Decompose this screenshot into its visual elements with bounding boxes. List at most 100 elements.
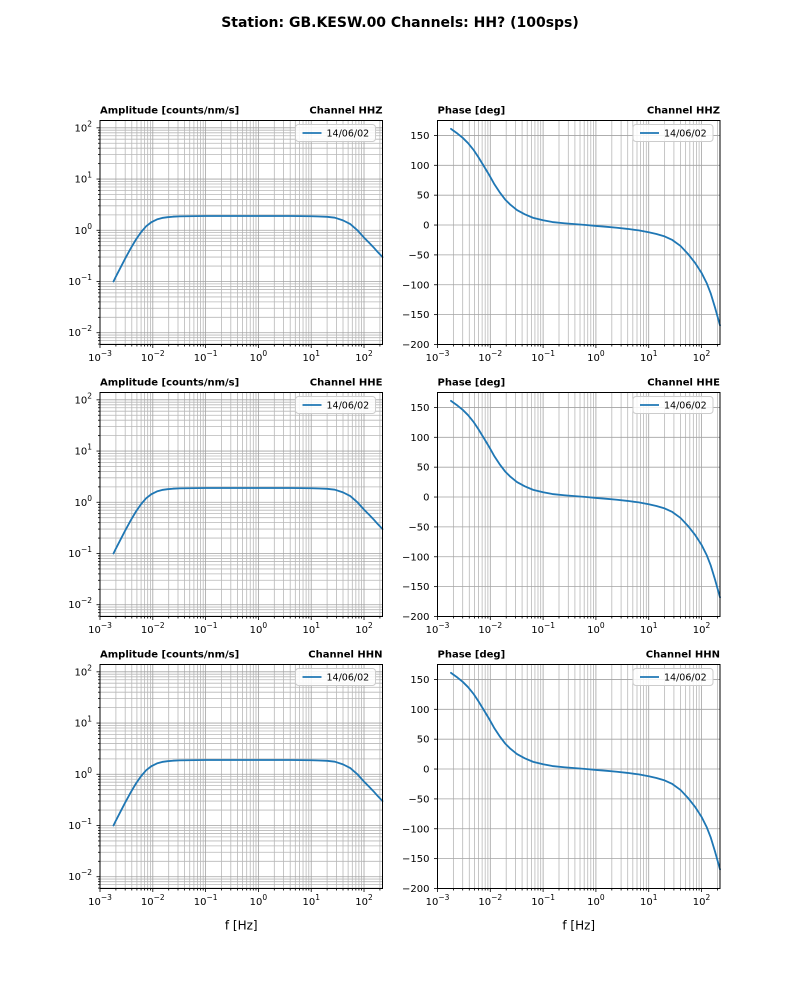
subplot-title-right: Channel HHE [310, 378, 383, 389]
y-tick-label: −50 [408, 250, 429, 261]
y-tick-label: 102 [74, 119, 92, 134]
x-tick-label: 10−1 [531, 349, 555, 364]
subplot-hhz-phase: 10−3 10−2 10−1 100 101 102 150 100 50 0 −50 −100 −15… [402, 106, 721, 364]
y-tick-label: −150 [402, 582, 429, 593]
y-tick-label: 0 [423, 493, 429, 504]
x-tick-label: 102 [355, 893, 373, 908]
x-tick-label: 10−3 [426, 349, 450, 364]
legend-box [295, 396, 376, 414]
grid-minor [452, 120, 718, 345]
y-tick-label: −100 [402, 280, 429, 291]
x-axis-label: f [Hz] [562, 919, 595, 933]
axes-spines [437, 392, 721, 617]
x-tick-label: 10−1 [194, 893, 218, 908]
legend-box [295, 124, 376, 142]
subplot-hhe-phase: 10−3 10−2 10−1 100 101 102 150 100 50 0 −50 −100 −15… [402, 378, 721, 636]
y-tick-label: 102 [74, 391, 92, 406]
x-tick-label: 10−2 [141, 621, 165, 636]
x-tick-label: 10−1 [194, 349, 218, 364]
y-tick-label: 100 [74, 222, 92, 237]
legend-box [632, 396, 714, 414]
y-tick-label: 102 [74, 663, 92, 678]
axes-spines [99, 120, 383, 345]
grid-minor [100, 120, 383, 345]
x-tick-label: 100 [250, 621, 268, 636]
y-tick-label: 100 [74, 766, 92, 781]
x-tick-label: 10−1 [531, 893, 555, 908]
y-tick-label: −200 [402, 612, 429, 623]
x-tick-label: 10−1 [531, 621, 555, 636]
x-tick-label: 10−1 [194, 621, 218, 636]
figure-title: Station: GB.KESW.00 Channels: HH? (100sp… [221, 15, 579, 31]
x-tick-label: 101 [302, 893, 320, 908]
x-tick-label: 100 [587, 893, 605, 908]
axes-spines [437, 664, 721, 889]
subplot-title-right: Channel HHZ [647, 106, 720, 117]
response-curve [450, 399, 721, 599]
x-tick-label: 102 [355, 349, 373, 364]
x-tick-label: 101 [640, 621, 658, 636]
y-tick-label: −150 [402, 310, 429, 321]
y-tick-label: 10−1 [68, 545, 92, 560]
x-tick-label: 102 [693, 349, 711, 364]
grid-major [437, 664, 720, 889]
x-tick-label: 10−2 [141, 349, 165, 364]
x-tick-label: 10−3 [426, 893, 450, 908]
y-tick-label: 10−1 [68, 273, 92, 288]
grid-major [99, 392, 383, 617]
y-tick-label: 100 [410, 705, 429, 716]
x-tick-label: 10−3 [88, 349, 112, 364]
y-tick-label: 100 [410, 433, 429, 444]
legend: 14/06/02 [632, 396, 714, 414]
x-tick-label: 10−2 [478, 621, 502, 636]
response-curve [112, 487, 384, 555]
x-tick-label: 10−2 [141, 893, 165, 908]
y-tick-label: 101 [74, 443, 92, 458]
x-tick-label: 101 [302, 621, 320, 636]
y-tick-label: 0 [423, 765, 429, 776]
x-tick-label: 10−2 [478, 349, 502, 364]
y-tick-label: −50 [408, 794, 429, 805]
x-tick-label: 100 [587, 621, 605, 636]
legend: 14/06/02 [295, 396, 376, 414]
subplot-title-left: Phase [deg] [438, 650, 506, 661]
subplot-title-right: Channel HHE [647, 378, 720, 389]
legend: 14/06/02 [295, 668, 376, 686]
legend-box [632, 124, 714, 142]
grid-minor [100, 392, 383, 617]
subplot-title-left: Amplitude [counts/nm/s] [100, 106, 239, 117]
subplot-hhn-amplitude: 10−3 10−2 10−1 100 101 102 10−2 10−1 100 101 102 Am… [68, 650, 384, 933]
axes-spines [99, 664, 383, 889]
y-tick-label: 100 [410, 161, 429, 172]
legend-label: 14/06/02 [327, 401, 370, 412]
tick-labels: 10−3 10−2 10−1 100 101 102 150 100 50 0 −50 −100 −15… [402, 403, 710, 636]
y-tick-label: 150 [410, 131, 429, 142]
x-tick-label: 10−3 [88, 621, 112, 636]
y-tick-label: −100 [402, 824, 429, 835]
response-curve [450, 127, 721, 327]
x-tick-label: 101 [302, 349, 320, 364]
y-tick-label: 10−2 [68, 868, 92, 883]
y-tick-label: 150 [410, 675, 429, 686]
grid-major [437, 392, 720, 617]
subplot-title-left: Phase [deg] [438, 378, 506, 389]
y-tick-label: 50 [417, 463, 430, 474]
y-tick-label: 100 [74, 494, 92, 509]
x-tick-label: 101 [640, 349, 658, 364]
x-tick-label: 102 [693, 893, 711, 908]
x-tick-label: 101 [640, 893, 658, 908]
x-tick-label: 102 [693, 621, 711, 636]
x-tick-label: 102 [355, 621, 373, 636]
legend: 14/06/02 [632, 668, 714, 686]
x-tick-label: 100 [250, 893, 268, 908]
subplot-hhz-amplitude: 10−3 10−2 10−1 100 101 102 10−2 10−1 100 101 102 Am… [68, 106, 384, 364]
axes-spines [437, 120, 721, 345]
response-curve [450, 671, 721, 871]
y-tick-label: −150 [402, 854, 429, 865]
y-tick-label: −200 [402, 884, 429, 895]
legend-label: 14/06/02 [664, 673, 707, 684]
x-tick-label: 100 [587, 349, 605, 364]
legend-label: 14/06/02 [664, 401, 707, 412]
